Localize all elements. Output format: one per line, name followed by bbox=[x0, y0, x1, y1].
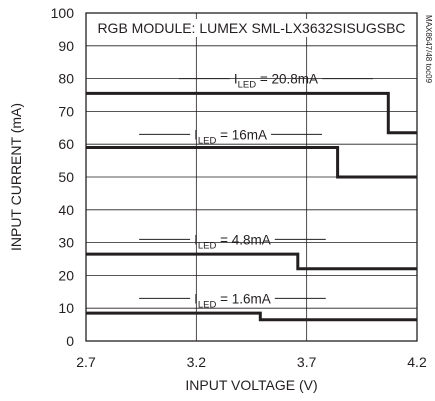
x-tick-label: 3.7 bbox=[297, 354, 317, 370]
plot-title: RGB MODULE: LUMEX SML-LX3632SISUGSBC bbox=[97, 20, 405, 36]
series-label: ILED = 4.8mA bbox=[194, 232, 271, 251]
grid-lines bbox=[86, 13, 417, 341]
x-tick-labels: 2.7 3.2 3.7 4.2 bbox=[76, 354, 427, 370]
y-tick-label: 30 bbox=[58, 235, 74, 251]
title-backing bbox=[93, 19, 410, 37]
y-tick-label: 60 bbox=[58, 136, 74, 152]
y-tick-label: 10 bbox=[58, 300, 74, 316]
x-axis-title: INPUT VOLTAGE (V) bbox=[185, 377, 317, 393]
y-tick-label: 0 bbox=[66, 333, 74, 349]
series-line bbox=[86, 252, 417, 271]
y-tick-label: 40 bbox=[58, 202, 74, 218]
series-line bbox=[86, 91, 417, 135]
y-tick-label: 80 bbox=[58, 71, 74, 87]
series-label: ILED = 16mA bbox=[194, 127, 267, 146]
x-tick-label: 3.2 bbox=[187, 354, 207, 370]
series-lines bbox=[86, 91, 417, 322]
series-line bbox=[86, 146, 417, 179]
y-tick-labels: 0 10 20 30 40 50 60 70 80 90 100 bbox=[51, 5, 75, 349]
y-tick-label: 70 bbox=[58, 103, 74, 119]
y-tick-label: 90 bbox=[58, 38, 74, 54]
y-tick-label: 20 bbox=[58, 267, 74, 283]
x-tick-label: 2.7 bbox=[76, 354, 96, 370]
part-code: MAX8647/48 toc09 bbox=[424, 15, 433, 84]
series-line bbox=[86, 311, 417, 322]
y-tick-label: 100 bbox=[51, 5, 75, 21]
series-label: ILED = 1.6mA bbox=[194, 291, 271, 310]
series-labels: ILED = 20.8mA ILED = 16mA ILED = 4.8mA ILED… bbox=[139, 72, 374, 310]
y-tick-label: 50 bbox=[58, 169, 74, 185]
x-tick-label: 4.2 bbox=[407, 354, 427, 370]
y-axis-title: INPUT CURRENT (mA) bbox=[8, 103, 24, 251]
series-label: ILED = 20.8mA bbox=[234, 72, 318, 91]
